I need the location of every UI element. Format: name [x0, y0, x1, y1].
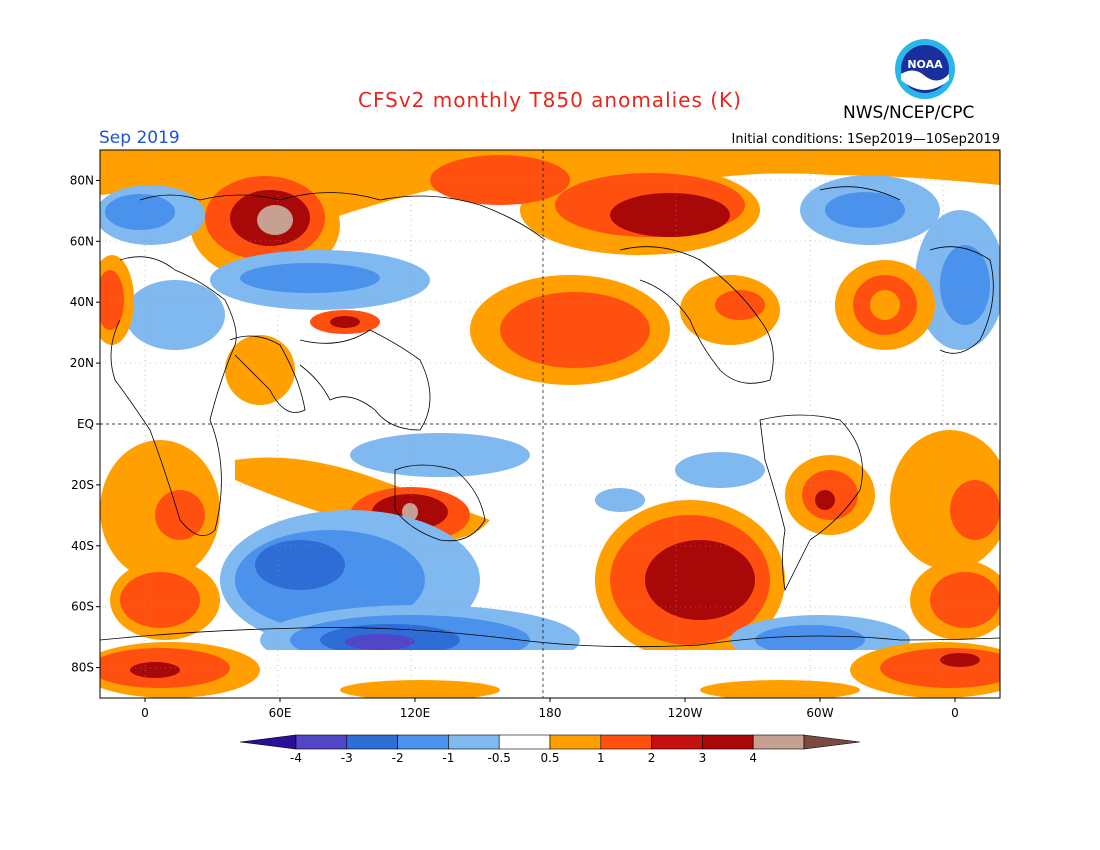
initial-conditions: Initial conditions: 1Sep2019—10Sep2019 [731, 132, 1000, 147]
colorbar-swatch [448, 734, 500, 750]
colorbar-label: -0.5 [487, 751, 510, 765]
logo-text: NOAA [907, 58, 943, 71]
colorbar-swatch [549, 734, 602, 750]
longitude-labels: 0 60E 120E 180 120W 60W 0 [141, 698, 959, 720]
longitude-label: 120E [400, 706, 431, 720]
colorbar-swatch [600, 734, 652, 750]
noaa-logo-icon: NOAA [895, 39, 955, 99]
colorbar-swatch [702, 734, 754, 750]
colorbar-labels: -4 -3 -2 -1 -0.5 0.5 1 2 3 4 [290, 751, 757, 765]
latitude-label: 60N [70, 234, 94, 248]
colorbar-label: -1 [442, 751, 454, 765]
colorbar-min-arrow [239, 734, 297, 750]
dotted-grid [100, 150, 1000, 698]
colorbar-label: 1 [597, 751, 605, 765]
latitude-labels: 80N 60N 40N 20N EQ 20S 40S 60S 80S [70, 173, 100, 675]
grid-lines [100, 150, 1000, 698]
coastlines [100, 186, 1000, 648]
longitude-label: 120W [668, 706, 703, 720]
latitude-label: 20S [71, 478, 94, 492]
longitude-label: 180 [539, 706, 562, 720]
colorbar-swatch [397, 734, 449, 750]
latitude-label: 20N [70, 356, 94, 370]
colorbar-label: 0.5 [540, 751, 559, 765]
colorbar-label: -2 [392, 751, 404, 765]
longitude-label: 60W [806, 706, 833, 720]
colorbar-swatch [498, 734, 551, 750]
chart-title: CFSv2 monthly T850 anomalies (K) [358, 88, 742, 112]
longitude-label: 0 [951, 706, 959, 720]
longitude-label: 0 [141, 706, 149, 720]
colorbar-label: 3 [699, 751, 707, 765]
colorbar-label: -3 [341, 751, 353, 765]
longitude-label: 60E [269, 706, 292, 720]
colorbar-swatch [752, 734, 805, 750]
colorbar-max-arrow [803, 734, 861, 750]
colorbar [239, 734, 861, 750]
anomaly-field [100, 150, 1000, 698]
latitude-label: EQ [77, 417, 94, 431]
latitude-label: 40S [71, 539, 94, 553]
agency-label: NWS/NCEP/CPC [843, 103, 975, 123]
latitude-label: 80N [70, 173, 94, 187]
colorbar-swatch [295, 734, 348, 750]
latitude-label: 80S [71, 661, 94, 675]
colorbar-swatch [651, 734, 703, 750]
colorbar-label: 4 [749, 751, 757, 765]
colorbar-label: 2 [648, 751, 656, 765]
latitude-label: 40N [70, 295, 94, 309]
forecast-month: Sep 2019 [99, 128, 180, 148]
colorbar-swatch [346, 734, 398, 750]
latitude-label: 60S [71, 600, 94, 614]
colorbar-label: -4 [290, 751, 302, 765]
